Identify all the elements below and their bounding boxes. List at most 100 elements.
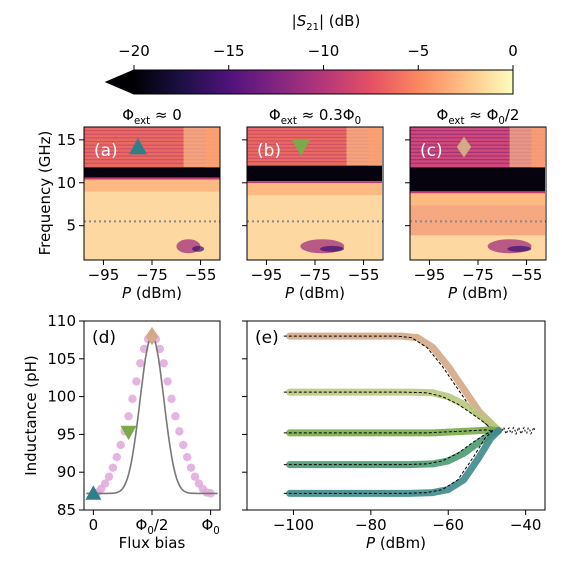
heatmap-stripe [410, 155, 545, 157]
heatmap-stripe [84, 144, 220, 146]
heatmap-stripe [247, 157, 382, 159]
inductance-point [112, 452, 122, 462]
inductance-point [136, 359, 145, 368]
colorbar-extend-arrow [106, 70, 134, 94]
y-tick-label: 5 [66, 217, 76, 235]
heatmap-stripe [410, 137, 545, 139]
panel-d: 85 90 95 100 105 110 0 Φ0​/2 Φ0​ Flux bias Inducta… [22, 312, 221, 552]
x-tick-label: −40 [510, 516, 542, 534]
panel-title: Φext​ ≈ Φ0​/2 [437, 106, 520, 127]
inductance-point [167, 394, 176, 404]
inductance-point [159, 359, 168, 368]
y-tick-label: 90 [57, 463, 76, 481]
panel-letter: (a) [94, 141, 118, 161]
inductance-point [175, 427, 184, 436]
heatmap-right-edge [205, 127, 220, 168]
x-tick-label: 0 [89, 516, 99, 534]
x-tick-label: −95 [414, 266, 446, 284]
heatmap-band-edge [410, 191, 545, 194]
heatmap-stripe [84, 140, 220, 143]
colorbar-gradient [133, 69, 514, 95]
heatmap-stripe [410, 133, 545, 135]
colorbar-tick-label: −5 [407, 42, 429, 60]
inductance-point [104, 472, 114, 481]
colorbar-label: |S21| (dB) [292, 12, 361, 33]
x-tick-label: −100 [273, 516, 314, 534]
convergence-tail [501, 425, 536, 436]
y-axis-label: Inductance (pH) [22, 355, 40, 476]
x-tick-label: −95 [251, 266, 283, 284]
inductance-point [179, 440, 188, 450]
heatmap-panel: −95 −75 −55P (dBm) 5 10 15 Φext​ ≈ 0(a) [57, 106, 221, 302]
model-dashed-line [283, 430, 494, 466]
x-axis-label: P (dBm) [366, 534, 426, 552]
panel-letter: (d) [92, 328, 116, 348]
colorbar-tick-label: 0 [508, 42, 518, 60]
heatmap-lower-warm [410, 205, 545, 236]
fit-curve [86, 335, 218, 495]
y-tick-label: 105 [47, 350, 76, 368]
heatmap-resonance-band [84, 167, 220, 178]
colorbar-tick-label: −10 [308, 42, 340, 60]
heatmap-stripe [84, 137, 220, 139]
flux-marker [120, 425, 137, 441]
heatmap-stripe [247, 154, 382, 156]
panel-title: Φext​ ≈ 0.3Φ0​ [269, 106, 361, 127]
heatmap-lower-transition [410, 193, 545, 206]
heatmap-stripe [247, 143, 382, 146]
x-tick-label: −75 [136, 266, 168, 284]
heatmap-stripe [84, 133, 220, 135]
inductance-point [163, 377, 172, 386]
inductance-point [186, 463, 196, 472]
inductance-point [108, 463, 118, 472]
inductance-point [132, 377, 141, 386]
heatmap-stripe [410, 159, 545, 161]
heatmap-stripe [247, 161, 382, 163]
x-tick-label: −60 [432, 516, 464, 534]
heatmap-stripe [247, 136, 382, 139]
model-dashed-line [283, 430, 494, 494]
flux-marker [129, 138, 147, 155]
x-tick-label: −55 [511, 266, 543, 284]
heatmap-stripe [84, 130, 220, 132]
y-tick-label: 110 [47, 312, 76, 330]
heatmap-band-edge [84, 177, 220, 180]
x-tick-label: −75 [462, 266, 494, 284]
heatmap-stripe [84, 148, 220, 150]
panel-letter: (e) [255, 328, 279, 348]
x-tick-label: −55 [348, 266, 380, 284]
heatmap-band-edge [247, 181, 382, 184]
panel-title: Φext​ ≈ 0 [122, 106, 182, 127]
heatmap-low-freq-core [192, 245, 205, 252]
flux-marker [292, 139, 310, 156]
y-tick-label: 10 [57, 174, 76, 192]
inductance-point [116, 440, 125, 450]
x-axis-label: P (dBm) [285, 284, 345, 302]
heatmap-resonance-band [410, 167, 545, 192]
x-axis-label: P (dBm) [448, 284, 508, 302]
x-tick-label: −55 [185, 266, 217, 284]
heatmap-stripe [247, 150, 382, 152]
y-tick-label: 95 [57, 425, 76, 443]
heatmap-stripe [410, 148, 545, 150]
y-tick-label: 85 [57, 501, 76, 519]
heatmap-stripe [84, 155, 220, 157]
x-tick-label: Φ0​ [201, 516, 219, 537]
x-axis-label: P (dBm) [122, 284, 182, 302]
x-tick-label: −75 [299, 266, 331, 284]
heatmap-image [410, 127, 545, 260]
colorbar-ticks: −20 −15 −10 −5 0 [118, 42, 518, 70]
inductance-point [128, 394, 137, 404]
heatmap-lower-transition [247, 183, 382, 196]
heatmap-stripe [247, 130, 382, 132]
heatmap-lower-transition [84, 179, 220, 192]
model-dashed-line [283, 429, 493, 434]
x-axis-label: Flux bias [119, 534, 186, 552]
panel-e-frame [246, 320, 546, 511]
colorbar-tick-label: −15 [213, 42, 245, 60]
colorbar: |S21| (dB) −20 −15 −10 −5 0 [104, 12, 518, 95]
heatmap-panel: −95 −75 −55P (dBm) Φext​ ≈ 0.3Φ0​ (b) [242, 106, 384, 302]
panel-letter: (b) [257, 141, 281, 161]
